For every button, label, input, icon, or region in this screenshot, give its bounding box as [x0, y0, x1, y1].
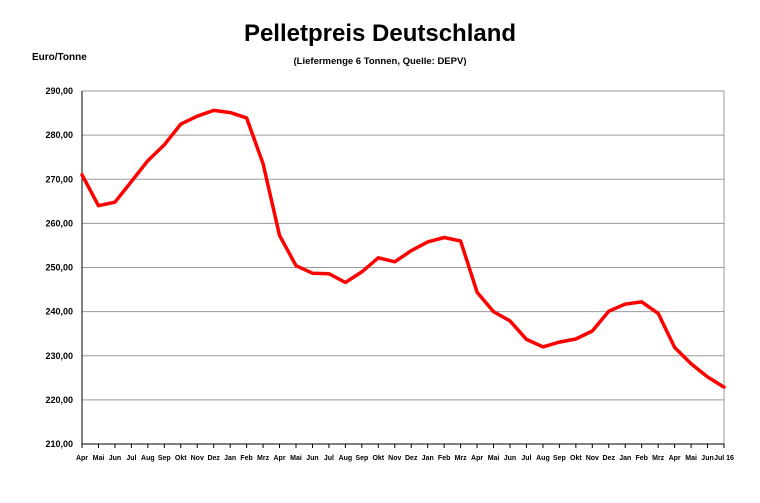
x-tick-label: Mai [93, 455, 105, 462]
x-tick-label: Apr [669, 455, 681, 462]
x-tick-label: Okt [372, 455, 384, 462]
x-tick-label: Aug [141, 455, 155, 462]
y-tick-label: 250,00 [45, 263, 73, 273]
y-tick-label: 240,00 [45, 307, 73, 317]
y-tick-label: 220,00 [45, 395, 73, 405]
x-tick-label: Mrz [652, 455, 665, 462]
x-tick-label: Okt [175, 455, 187, 462]
y-tick-label: 210,00 [45, 439, 73, 449]
x-tick-label: Apr [274, 455, 286, 462]
x-tick-label: Dez [603, 455, 616, 462]
y-axis-label: Euro/Tonne [32, 52, 87, 63]
x-tick-label: Feb [438, 455, 450, 462]
x-tick-label: Sep [553, 455, 566, 462]
series-group [80, 108, 726, 389]
x-tick-label: Mai [685, 455, 697, 462]
y-tick-label: 290,00 [45, 86, 73, 96]
x-tick-label: Feb [635, 455, 647, 462]
x-tick-label: Sep [158, 455, 171, 462]
x-tick-label: Nov [586, 455, 599, 462]
x-tick-label: Jun [306, 455, 318, 462]
x-tick-label: Aug [536, 455, 550, 462]
x-tick-label: Dez [405, 455, 418, 462]
x-tick-label: Jan [422, 455, 434, 462]
x-tick-label: Jun [701, 455, 713, 462]
x-tick-label: Jan [224, 455, 236, 462]
x-tick-label: Mrz [257, 455, 270, 462]
chart-subtitle: (Liefermenge 6 Tonnen, Quelle: DEPV) [293, 56, 467, 67]
x-tick-label: Mrz [455, 455, 468, 462]
x-tick-label: Mai [290, 455, 302, 462]
x-tick-label: Apr [471, 455, 483, 462]
x-tick-label: Sep [355, 455, 368, 462]
x-tick-label: Apr [76, 455, 88, 462]
x-tick-label: Okt [570, 455, 582, 462]
x-tick-label: Jan [619, 455, 631, 462]
x-tick-label: Feb [240, 455, 252, 462]
x-tick-label: Mai [488, 455, 500, 462]
y-tick-label: 230,00 [45, 351, 73, 361]
x-tick-label: Jul [126, 455, 136, 462]
gridlines [82, 90, 725, 445]
x-tick-label: Jul 16 [714, 455, 734, 462]
x-tick-label: Jun [504, 455, 516, 462]
x-tick-label: Jun [109, 455, 121, 462]
x-tick-labels: Apr Mai Jun Jul Aug Sep Okt Nov Dez Jan Feb Mrz Apr M… [76, 444, 734, 462]
x-tick-label: Nov [191, 455, 204, 462]
y-tick-label: 260,00 [45, 218, 73, 228]
y-tick-labels: 210,00 220,00 230,00 240,00 250,00 260,00 270,… [45, 86, 73, 449]
series-line [80, 108, 726, 389]
x-tick-label: Dez [207, 455, 220, 462]
y-tick-label: 280,00 [45, 130, 73, 140]
x-tick-label: Nov [388, 455, 401, 462]
x-tick-label: Aug [339, 455, 353, 462]
chart-title: Pelletpreis Deutschland [243, 20, 517, 47]
x-tick-label: Jul [521, 455, 531, 462]
x-tick-label: Jul [324, 455, 334, 462]
y-tick-label: 270,00 [45, 174, 73, 184]
